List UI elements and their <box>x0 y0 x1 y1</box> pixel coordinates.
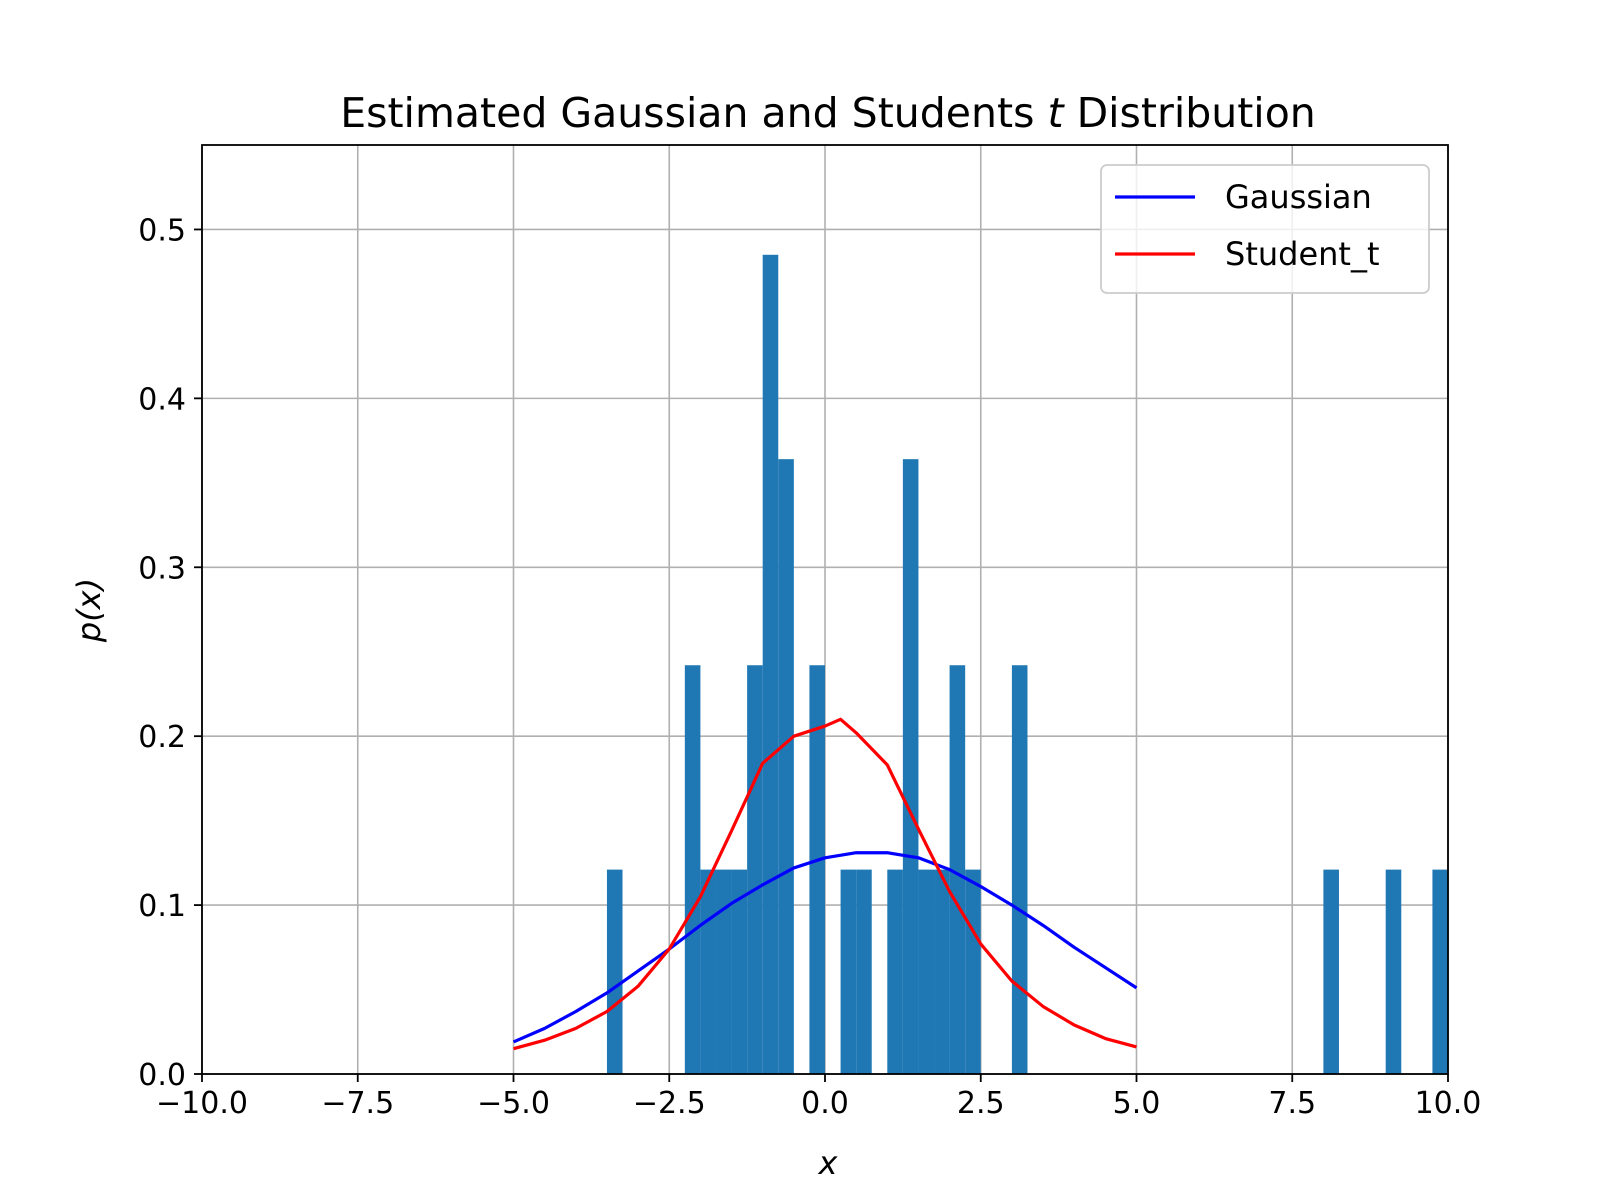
histogram-bar-9 <box>840 869 857 1074</box>
legend: Gaussian Student_t <box>1100 164 1430 294</box>
histogram-bar-14 <box>934 869 950 1074</box>
density-curves <box>512 717 1138 1051</box>
y-tick-label-1: 0.1 <box>138 889 186 924</box>
histogram-bar-6 <box>762 254 779 1075</box>
x-tick-label-1: −7.5 <box>321 1086 394 1121</box>
x-tick-label-3: −2.5 <box>633 1086 706 1121</box>
chart-title-part-3: Distribution <box>1064 89 1316 137</box>
histogram-bar-18 <box>1323 869 1339 1074</box>
histogram-bar-19 <box>1385 869 1402 1074</box>
histogram-bar-8 <box>809 665 825 1074</box>
histogram-bar-5 <box>747 665 763 1074</box>
axes <box>194 144 1449 1082</box>
histogram-bar-10 <box>856 869 872 1074</box>
histogram-bar-16 <box>965 869 981 1074</box>
histogram-bar-1 <box>684 665 701 1074</box>
y-tick-label-2: 0.2 <box>138 720 186 755</box>
histogram-bar-11 <box>887 869 903 1074</box>
x-tick-label-4: 0.0 <box>801 1086 849 1121</box>
legend-label-0: Gaussian <box>1225 178 1372 216</box>
y-tick-label-4: 0.4 <box>138 382 186 417</box>
histogram-bar-17 <box>1011 665 1028 1074</box>
x-tick-label-6: 5.0 <box>1113 1086 1161 1121</box>
chart-title-part-1: Estimated Gaussian and Students <box>340 89 1047 137</box>
histogram-bar-15 <box>949 665 966 1074</box>
y-axis-label: p(x) <box>70 578 108 643</box>
x-tick-label-7: 7.5 <box>1268 1086 1316 1121</box>
y-tick-label-3: 0.3 <box>138 551 186 586</box>
series-line-gaussian <box>512 851 1138 1044</box>
histogram-bars <box>606 254 1448 1075</box>
x-axis-label: x <box>818 1144 839 1182</box>
histogram-bar-3 <box>715 869 732 1074</box>
x-tick-label-8: 10.0 <box>1415 1086 1482 1121</box>
histogram-bar-7 <box>778 459 794 1074</box>
histogram-bar-4 <box>731 869 748 1074</box>
histogram-bar-2 <box>700 869 716 1074</box>
tick-labels: −10.0 −7.5 −5.0 −2.5 0.0 2.5 5.0 7.5 10.0 0.0 0.1 0… <box>138 213 1481 1121</box>
histogram-bar-20 <box>1432 869 1448 1074</box>
chart-title-part-2: t <box>1047 89 1065 137</box>
x-tick-label-5: 2.5 <box>957 1086 1005 1121</box>
x-tick-label-0: −10.0 <box>156 1086 248 1121</box>
x-tick-label-2: −5.0 <box>477 1086 550 1121</box>
series-line-student-t <box>513 717 1137 1051</box>
legend-label-1: Student_t <box>1225 235 1380 273</box>
histogram-bar-13 <box>918 869 935 1074</box>
histogram-bar-12 <box>902 459 919 1074</box>
y-tick-label-0: 0.0 <box>138 1058 186 1093</box>
histogram-bar-0 <box>606 869 623 1074</box>
chart-title: Estimated Gaussian and Students t Distri… <box>340 89 1316 137</box>
y-tick-label-5: 0.5 <box>138 213 186 248</box>
